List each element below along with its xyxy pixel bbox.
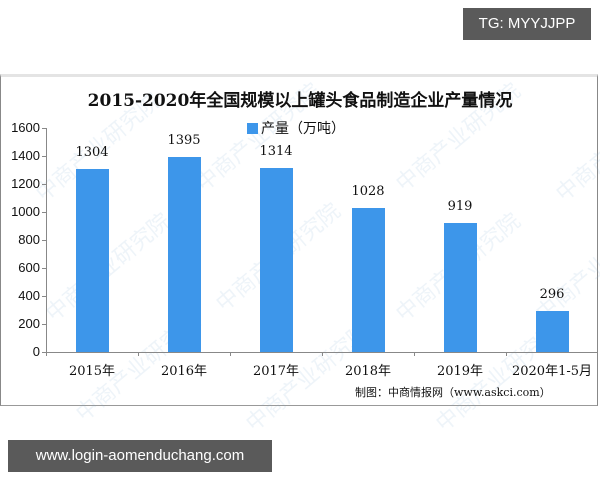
y-tick-mark	[42, 268, 46, 269]
y-tick-mark	[42, 296, 46, 297]
y-tick-label: 1400	[11, 148, 40, 163]
y-tick-mark	[42, 128, 46, 129]
y-axis	[46, 128, 47, 352]
x-tick-mark	[322, 352, 323, 356]
tg-badge: TG: MYYJJPP	[463, 8, 591, 40]
legend-swatch-icon	[247, 122, 258, 134]
x-tick-mark	[46, 352, 47, 356]
x-tick-label: 2020年1-5月	[511, 364, 593, 379]
bar	[351, 208, 385, 352]
y-tick-label: 1000	[11, 204, 40, 219]
x-tick-label: 2018年	[344, 364, 392, 379]
bar	[535, 310, 569, 352]
x-tick-mark	[506, 352, 507, 356]
bar-value-label: 919	[447, 199, 473, 215]
bar-value-label: 1304	[75, 145, 109, 161]
source-note: 制图：中商情报网（www.askci.com）	[355, 386, 551, 399]
y-tick-mark	[42, 324, 46, 325]
bar	[443, 223, 477, 352]
bar-value-label: 1028	[351, 184, 385, 200]
x-tick-mark	[414, 352, 415, 356]
url-badge: www.login-aomenduchang.com	[8, 440, 272, 472]
y-tick-label: 800	[18, 232, 40, 247]
x-tick-mark	[597, 352, 598, 356]
y-tick-label: 0	[32, 344, 40, 359]
y-tick-label: 200	[18, 316, 40, 331]
y-tick-mark	[42, 184, 46, 185]
x-tick-label: 2017年	[252, 364, 300, 379]
y-tick-mark	[42, 212, 46, 213]
chart-title: 2015-2020年全国规模以上罐头食品制造企业产量情况	[87, 91, 513, 111]
x-tick-mark	[138, 352, 139, 356]
x-tick-label: 2019年	[436, 364, 484, 379]
legend-label: 产量（万吨）	[261, 121, 345, 137]
x-tick-label: 2016年	[160, 364, 208, 379]
y-tick-label: 600	[18, 260, 40, 275]
y-tick-label: 1200	[11, 176, 40, 191]
bar	[259, 168, 293, 352]
y-tick-mark	[42, 156, 46, 157]
y-tick-mark	[42, 240, 46, 241]
bar	[75, 169, 109, 352]
y-tick-label: 1600	[11, 120, 40, 135]
y-tick-label: 400	[18, 288, 40, 303]
bar-value-label: 1395	[167, 132, 201, 148]
bar-value-label: 1314	[259, 144, 293, 160]
y-tick-mark	[42, 352, 46, 353]
x-tick-label: 2015年	[68, 364, 116, 379]
bar-value-label: 296	[539, 286, 565, 302]
legend: 产量（万吨）	[247, 118, 345, 138]
x-tick-mark	[230, 352, 231, 356]
bar	[167, 156, 201, 352]
